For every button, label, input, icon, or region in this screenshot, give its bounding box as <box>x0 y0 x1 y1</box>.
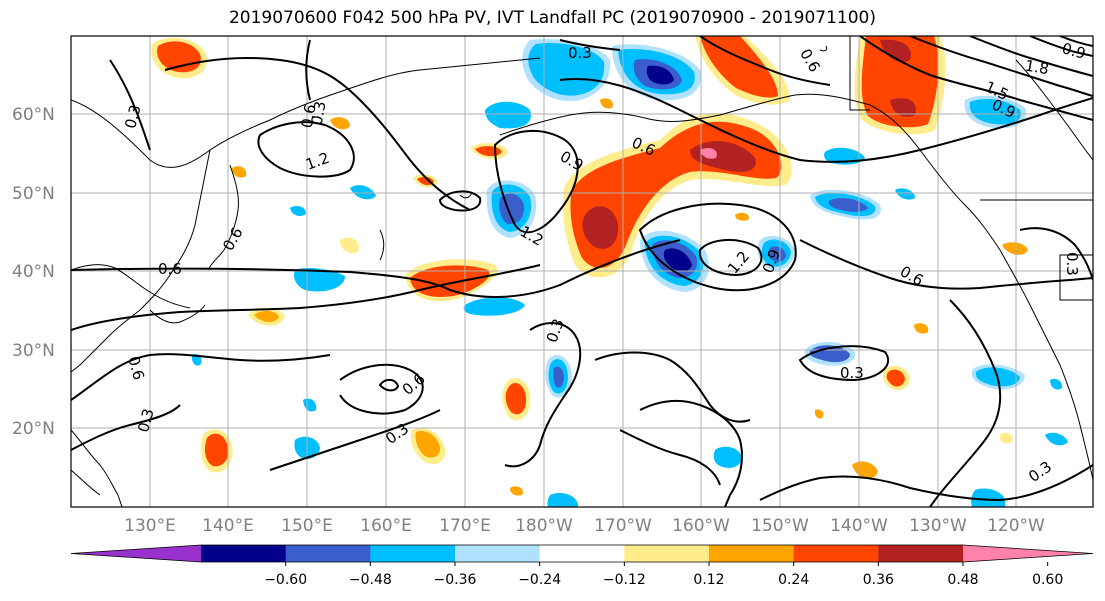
negative-anomaly-blob <box>545 355 572 398</box>
lat-label: 20°N <box>12 419 55 439</box>
colorbar-segment <box>285 545 371 562</box>
pv-contours <box>71 36 1093 507</box>
negative-anomaly-blob <box>486 180 537 238</box>
positive-anomaly-blob <box>695 36 790 105</box>
lon-label: 130°E <box>124 516 176 536</box>
colorbar-tick-label: 0.12 <box>693 572 724 588</box>
negative-anomaly-blob <box>964 95 1026 129</box>
negative-anomaly-blob <box>640 230 709 292</box>
lat-label: 60°N <box>12 105 55 125</box>
lon-label: 160°E <box>360 516 412 536</box>
contour-label: 0.3 <box>308 100 330 127</box>
contour-label: 0.6 <box>158 260 182 278</box>
negative-anomaly-blob <box>612 44 701 101</box>
contour-label: 0.9 <box>1060 39 1088 63</box>
graticule <box>71 36 1093 507</box>
colorbar-segment <box>709 545 795 562</box>
colorbar-segment <box>201 545 287 562</box>
lon-label: 130°W <box>909 516 967 536</box>
colorbar-tick-label: −0.24 <box>518 572 561 588</box>
latitude-labels: 60°N 50°N 40°N 30°N 20°N <box>12 105 55 439</box>
chart-title: 2019070600 F042 500 hPa PV, IVT Landfall… <box>228 8 876 28</box>
colorbar-segment <box>793 545 879 562</box>
negative-anomaly-blob <box>810 189 881 220</box>
colorbar-extension-high <box>963 545 1093 562</box>
colorbar-segment <box>455 545 541 562</box>
colorbar-tick-label: 0.60 <box>1032 572 1063 588</box>
colorbar-tick-label: 0.48 <box>947 572 978 588</box>
lat-label: 30°N <box>12 341 55 361</box>
negative-anomaly-blob <box>191 147 1068 507</box>
colorbar-tick-label: −0.48 <box>349 572 392 588</box>
colorbar-tick-label: 0.36 <box>863 572 894 588</box>
lon-label: 150°E <box>281 516 333 536</box>
colorbar-tick-label: −0.60 <box>264 572 307 588</box>
negative-anomaly-blob <box>757 235 795 271</box>
lon-label: 160°W <box>672 516 730 536</box>
map-border <box>70 35 1094 508</box>
contour-label: 1.8 <box>1024 56 1051 78</box>
lon-label: 140°W <box>830 516 888 536</box>
positive-anomaly-blob <box>1002 242 1028 255</box>
longitude-labels: 130°E 140°E 150°E 160°E 170°E 180°W 170°… <box>124 516 1045 536</box>
colorbar-segment <box>624 545 710 562</box>
positive-anomaly-blob <box>232 98 1013 496</box>
contour-label: 0.3 <box>840 364 864 382</box>
colorbar: −0.60 −0.48 −0.36 −0.24 −0.12 0.12 0.24 0.36 0.4… <box>70 544 1094 588</box>
contour-label: 0.6 <box>298 103 320 130</box>
positive-anomaly-blob <box>502 377 531 421</box>
lon-label: 150°W <box>751 516 809 536</box>
positive-anomaly-blob <box>200 429 233 473</box>
coastlines <box>71 36 1093 507</box>
positive-anomaly-blob <box>854 36 946 135</box>
lon-label: 180°W <box>515 516 573 536</box>
contour-label: 0.3 <box>568 44 592 62</box>
positive-anomaly-blob <box>410 428 446 465</box>
lat-label: 40°N <box>12 262 55 282</box>
colorbar-outline <box>70 544 1094 563</box>
colorbar-tick-label: 0.24 <box>778 572 809 588</box>
contour-label: 0.3 <box>1063 252 1081 276</box>
lon-label: 170°W <box>594 516 652 536</box>
lon-label: 170°E <box>439 516 491 536</box>
positive-anomaly-blob <box>882 365 910 391</box>
contour-label: 0.6 <box>124 354 148 382</box>
colorbar-segment <box>539 545 625 562</box>
lon-label: 140°E <box>202 516 254 536</box>
colorbar-segment <box>878 545 964 562</box>
lat-label: 50°N <box>12 184 55 204</box>
colorbar-tick-label: −0.12 <box>603 572 646 588</box>
contour-label: 0.3 <box>134 407 158 435</box>
positive-anomaly-blob <box>248 307 285 326</box>
colorbar-tick-label: −0.36 <box>434 572 477 588</box>
negative-anomaly-blob <box>485 101 531 129</box>
colorbar-segment <box>370 545 456 562</box>
colorbar-extension-low <box>71 545 201 562</box>
contour-label: 0.3 <box>121 103 145 131</box>
positive-anomaly-blob <box>405 259 498 302</box>
lon-label: 120°W <box>987 516 1045 536</box>
